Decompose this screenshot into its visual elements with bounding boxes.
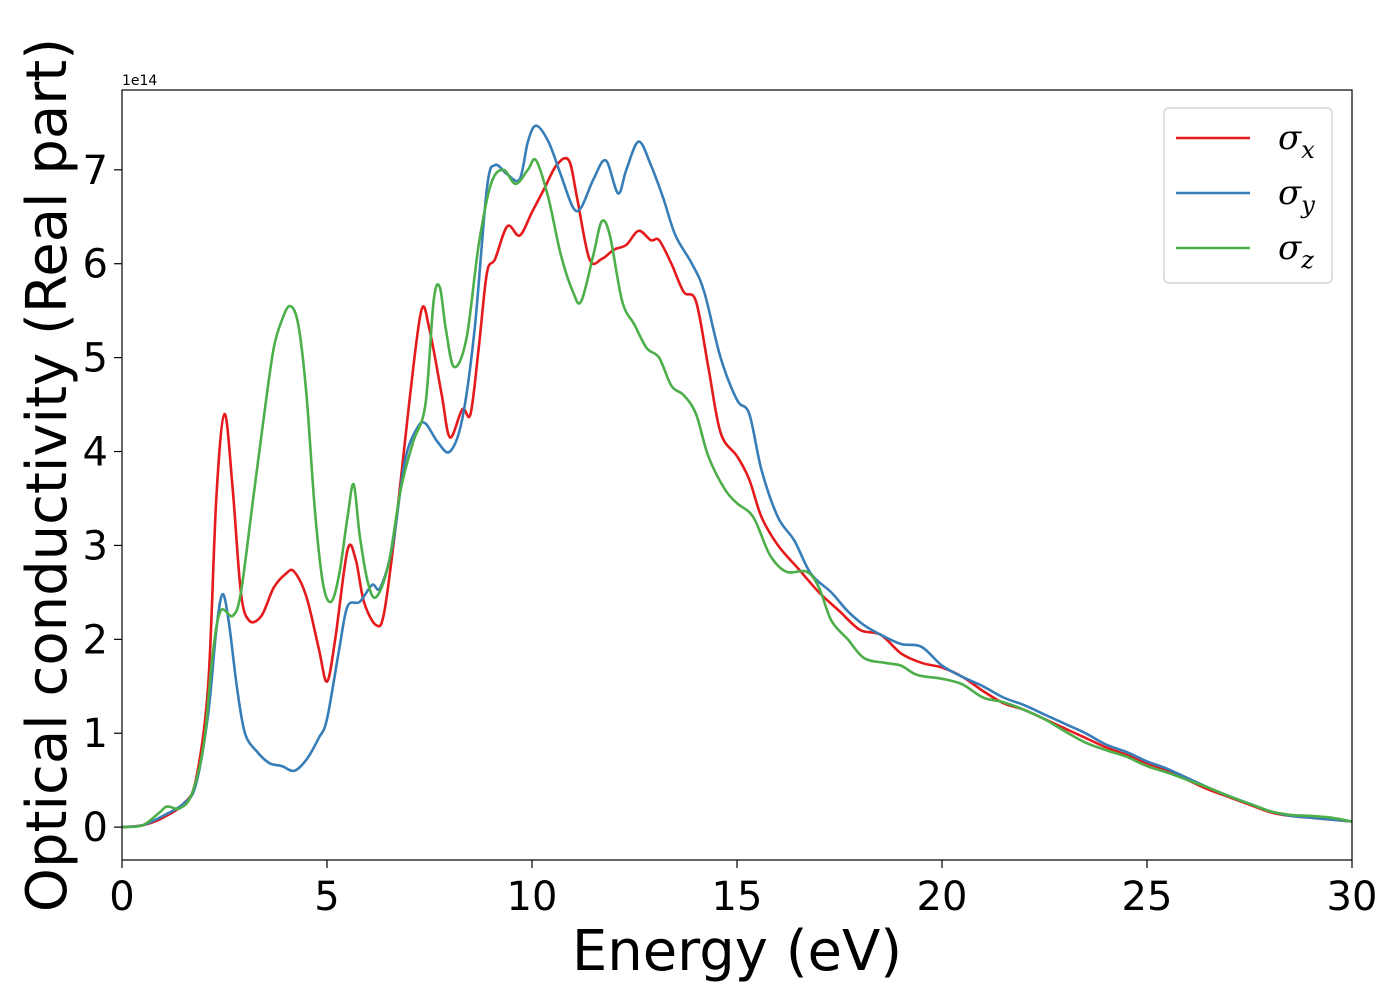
x-tick-label: 5 [314, 874, 339, 920]
y-tick-label: 4 [83, 430, 108, 476]
y-tick-label: 6 [83, 242, 108, 288]
plot-area [122, 90, 1352, 860]
y-offset-label: 1e14 [122, 73, 157, 89]
legend-label-subscript: x [1301, 136, 1315, 164]
x-axis-label: Energy (eV) [572, 919, 902, 984]
y-tick-label: 7 [83, 148, 108, 194]
legend-label-symbol: σ [1278, 118, 1302, 158]
plot-frame [121, 89, 1353, 861]
x-tick-label: 0 [109, 874, 134, 920]
x-tick-label: 15 [712, 874, 763, 920]
x-tick-label: 30 [1327, 874, 1378, 920]
legend-label-subscript: z [1300, 246, 1314, 274]
x-tick-label: 25 [1122, 874, 1173, 920]
x-tick-label: 10 [507, 874, 558, 920]
series-line-y [121, 124, 1353, 829]
legend-label-x: σx [1278, 118, 1315, 164]
y-tick-label: 0 [83, 805, 108, 851]
legend-label-subscript: y [1300, 191, 1315, 219]
legend-box [1163, 107, 1333, 284]
series-layer [121, 124, 1353, 829]
y-tick-label: 2 [83, 617, 108, 663]
legend-label-z: σz [1278, 228, 1314, 274]
tick-layer: 0 5 10 15 20 25 30 0 1 2 3 4 5 6 7 [83, 148, 1378, 920]
legend-label-y: σy [1278, 173, 1315, 219]
y-axis-label: Optical conductivity (Real part) [15, 38, 80, 912]
y-tick-label: 3 [83, 523, 108, 569]
legend-label-symbol: σ [1278, 228, 1302, 268]
y-tick-label: 5 [83, 336, 108, 382]
x-tick-label: 20 [917, 874, 968, 920]
legend-label-symbol: σ [1278, 173, 1302, 213]
series-line-z [121, 157, 1353, 829]
y-tick-label: 1 [83, 711, 108, 757]
